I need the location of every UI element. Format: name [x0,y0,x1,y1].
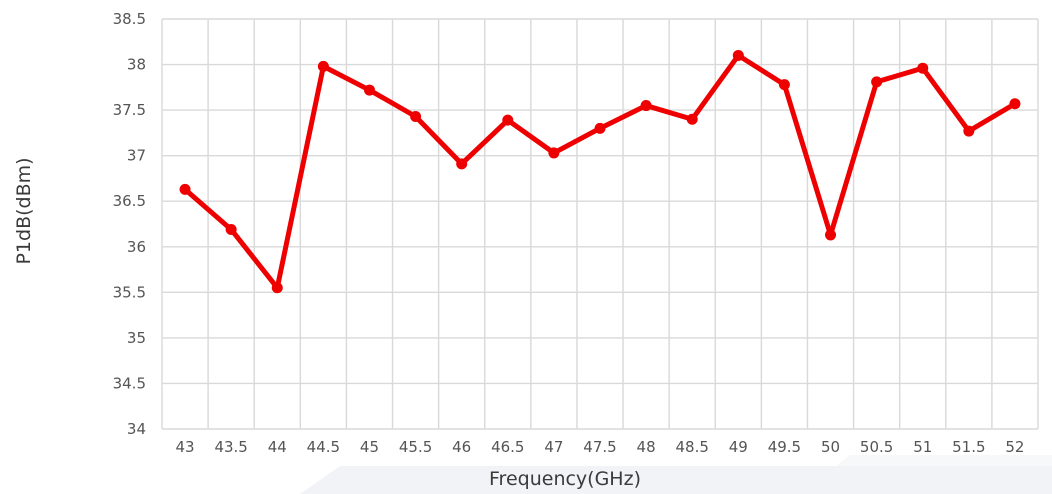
x-tick-label: 43 [176,438,195,456]
data-point [317,60,329,72]
x-tick-label: 50.5 [860,438,893,456]
data-point [225,223,237,235]
data-point [363,84,375,96]
y-tick-label: 34 [127,420,146,438]
x-tick-label: 49.5 [768,438,801,456]
data-point [179,183,191,195]
x-tick-label: 50 [821,438,840,456]
data-point [825,229,837,241]
background-watermark [300,455,1052,494]
x-tick-label: 48 [637,438,656,456]
data-point [594,122,606,134]
x-tick-label: 51.5 [952,438,985,456]
x-axis-tick-labels: 43 43.5 44 44.5 45 45.5 46 46.5 47 47.5 48 48.5 49 49… [176,438,1025,456]
y-tick-label: 35.5 [113,283,146,301]
y-tick-label: 36 [127,238,146,256]
y-axis-tick-labels: 34 34.5 35 35.5 36 36.5 37 37.5 38 38.5 [113,10,146,438]
x-tick-label: 45.5 [399,438,432,456]
x-tick-label: 52 [1005,438,1024,456]
x-tick-label: 47 [544,438,563,456]
data-point [410,110,422,122]
x-tick-label: 46.5 [491,438,524,456]
data-point [1009,98,1021,110]
x-tick-label: 44 [268,438,287,456]
y-tick-label: 35 [127,329,146,347]
data-point [778,79,790,91]
x-tick-label: 45 [360,438,379,456]
y-tick-label: 37 [127,147,146,165]
series-line [182,52,1018,291]
x-tick-label: 44.5 [307,438,340,456]
data-point [456,158,468,170]
x-axis-title: Frequency(GHz) [489,468,641,490]
data-point [271,282,283,294]
plot-grid [161,18,1039,430]
x-tick-label: 47.5 [583,438,616,456]
y-tick-label: 34.5 [113,374,146,392]
data-point [732,49,744,61]
data-point [502,114,514,126]
y-tick-label: 37.5 [113,101,146,119]
series-group [179,49,1021,294]
x-tick-label: 51 [913,438,932,456]
x-tick-label: 43.5 [214,438,247,456]
y-tick-label: 38 [127,56,146,74]
data-point [686,113,698,125]
x-tick-label: 48.5 [676,438,709,456]
y-tick-label: 38.5 [113,10,146,28]
x-tick-label: 49 [729,438,748,456]
data-point [917,62,929,74]
data-point [548,147,560,159]
y-tick-label: 36.5 [113,192,146,210]
data-point [871,76,883,88]
data-point [640,100,652,112]
x-tick-label: 46 [452,438,471,456]
data-point [963,125,975,137]
y-axis-title: P1dB(dBm) [13,157,35,264]
